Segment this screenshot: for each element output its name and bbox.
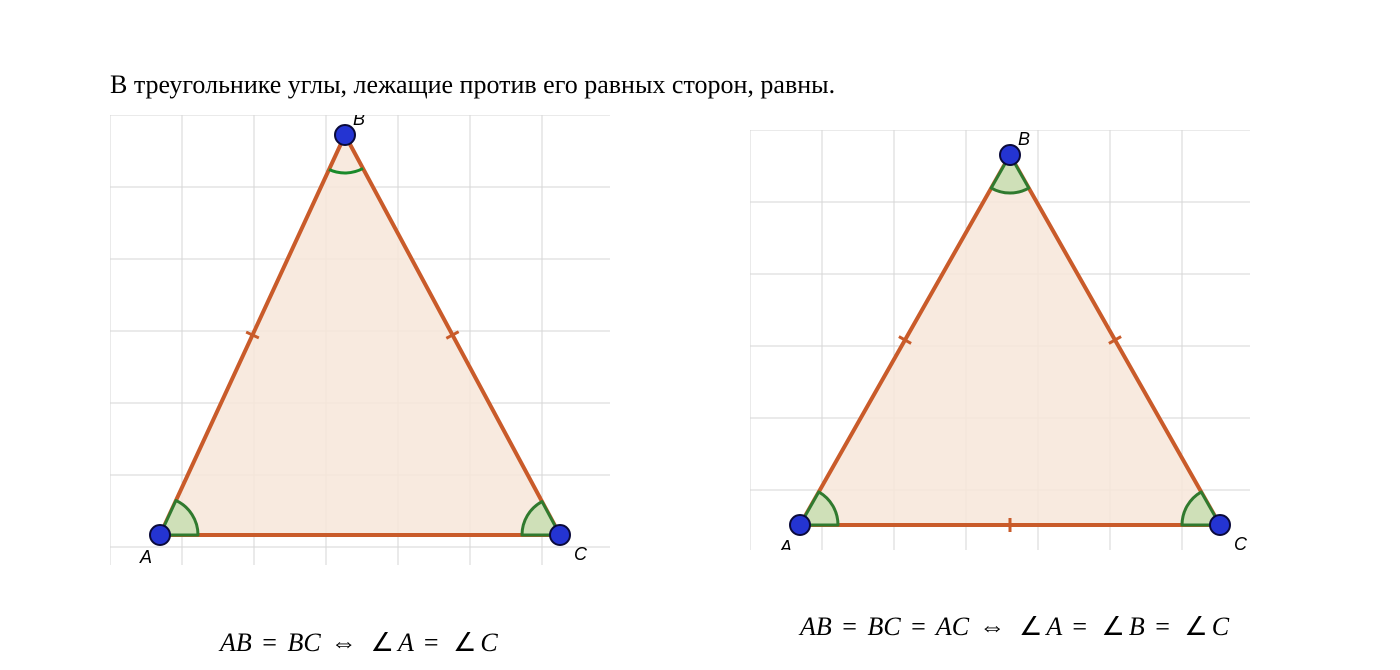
svg-text:B: B [1018, 130, 1030, 149]
right-diagram-panel: A B C [750, 130, 1250, 550]
right-formula: AB = BC = AC⇔∠A = ∠B = ∠C [800, 612, 1229, 642]
svg-text:A: A [779, 537, 792, 550]
svg-text:B: B [353, 115, 365, 129]
diagram-svg: A B C [750, 130, 1250, 550]
page-caption: В треугольнике углы, лежащие против его … [110, 70, 835, 100]
diagram-svg: A B C [110, 115, 610, 565]
left-diagram-panel: A B C [110, 115, 610, 565]
svg-text:A: A [139, 547, 152, 565]
left-formula: AB = BC⇔∠A = ∠C [220, 628, 498, 658]
svg-text:C: C [1234, 534, 1248, 550]
svg-text:C: C [574, 544, 588, 564]
